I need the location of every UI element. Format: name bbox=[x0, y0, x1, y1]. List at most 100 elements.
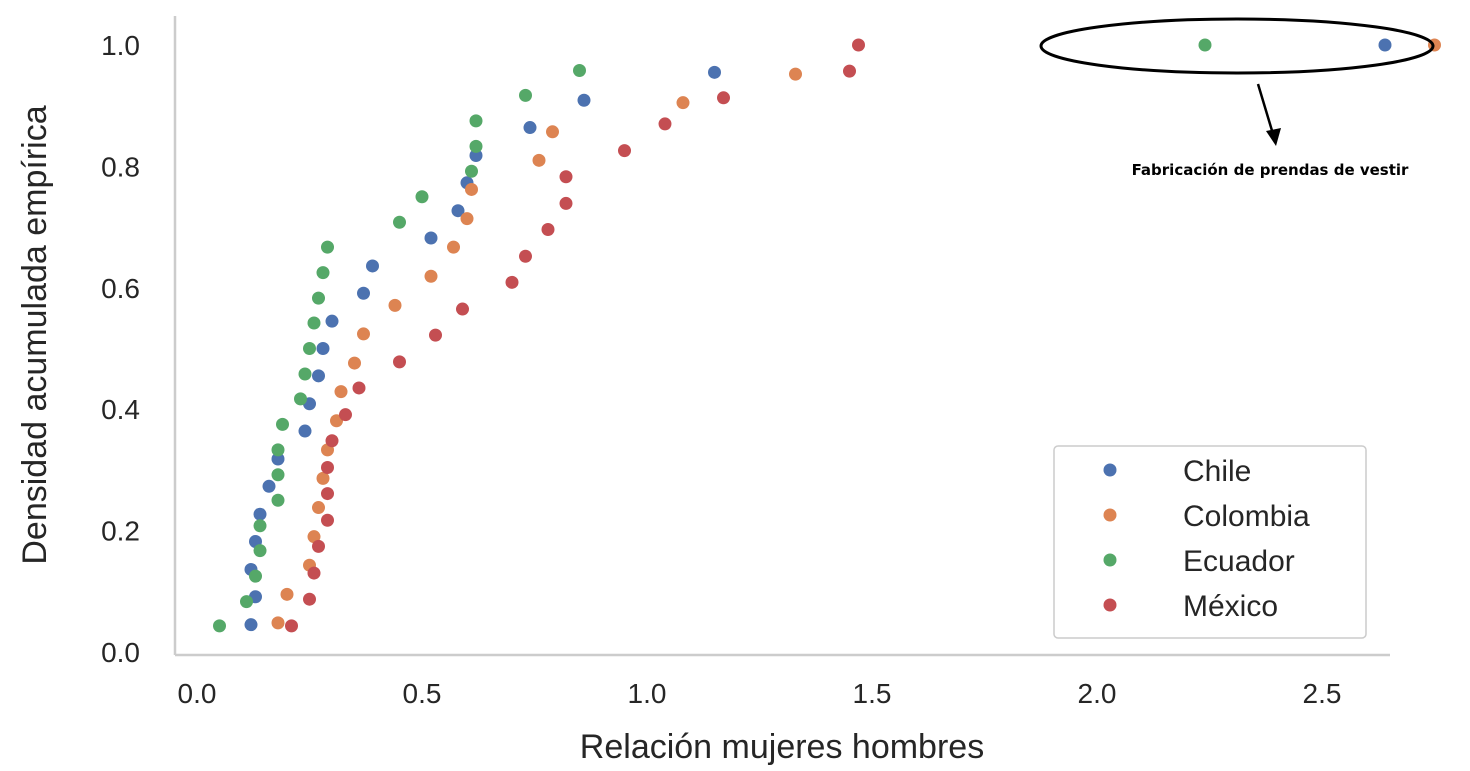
point-ecuador bbox=[253, 544, 267, 558]
legend-label-colombia: Colombia bbox=[1183, 500, 1310, 533]
point-mexico bbox=[505, 275, 519, 289]
point-ecuador bbox=[1198, 38, 1212, 52]
point-chile bbox=[325, 314, 339, 328]
point-ecuador bbox=[469, 114, 483, 128]
point-ecuador bbox=[249, 569, 262, 583]
y-tick-label: 0.2 bbox=[101, 516, 140, 547]
point-colombia bbox=[280, 587, 294, 601]
legend-label-ecuador: Ecuador bbox=[1183, 545, 1295, 578]
point-mexico bbox=[339, 408, 352, 422]
legend-marker-ecuador bbox=[1103, 553, 1117, 567]
y-tick-labels: 0.0 0.2 0.4 0.6 0.8 1.0 bbox=[101, 30, 140, 668]
point-colombia bbox=[676, 96, 690, 110]
x-tick-label: 2.5 bbox=[1303, 678, 1342, 709]
point-colombia bbox=[307, 530, 321, 544]
point-colombia bbox=[460, 212, 474, 226]
point-chile bbox=[523, 121, 537, 135]
point-mexico bbox=[519, 249, 532, 263]
legend-marker-mexico bbox=[1103, 598, 1117, 612]
point-colombia bbox=[316, 471, 330, 485]
point-ecuador bbox=[271, 468, 285, 482]
point-chile bbox=[424, 231, 438, 245]
point-mexico bbox=[325, 434, 339, 448]
point-ecuador bbox=[312, 291, 325, 305]
point-ecuador bbox=[465, 164, 478, 178]
axes bbox=[173, 16, 1390, 657]
point-chile bbox=[1378, 38, 1392, 52]
x-tick-labels: 0.0 0.5 1.0 1.5 2.0 2.5 bbox=[178, 678, 1342, 709]
point-mexico bbox=[843, 64, 856, 78]
point-colombia bbox=[546, 125, 559, 139]
point-mexico bbox=[321, 460, 334, 474]
legend-label-chile: Chile bbox=[1183, 455, 1251, 488]
point-colombia bbox=[271, 616, 285, 630]
legend: Chile Colombia Ecuador México bbox=[1053, 445, 1367, 639]
legend-items: Chile Colombia Ecuador México bbox=[1103, 455, 1310, 623]
point-mexico bbox=[559, 196, 573, 210]
x-tick-label: 1.5 bbox=[853, 678, 892, 709]
legend-label-mexico: México bbox=[1183, 590, 1278, 623]
x-tick-label: 1.0 bbox=[628, 678, 667, 709]
point-colombia bbox=[334, 385, 348, 399]
point-mexico bbox=[541, 223, 555, 237]
legend-box bbox=[1053, 445, 1367, 639]
x-axis-label: Relación mujeres hombres bbox=[580, 728, 984, 766]
y-tick-label: 0.4 bbox=[101, 394, 140, 425]
point-colombia bbox=[348, 356, 361, 370]
x-tick-label: 0.0 bbox=[178, 678, 217, 709]
y-tick-label: 0.8 bbox=[101, 151, 140, 182]
point-ecuador bbox=[321, 240, 334, 254]
point-ecuador bbox=[240, 595, 253, 609]
point-mexico bbox=[393, 355, 406, 369]
legend-marker-chile bbox=[1103, 463, 1117, 477]
point-chile bbox=[357, 286, 370, 300]
point-chile bbox=[271, 452, 285, 466]
point-chile bbox=[298, 424, 312, 438]
point-chile bbox=[316, 342, 330, 355]
annotation-text: Fabricación de prendas de vestir bbox=[1132, 161, 1409, 179]
point-mexico bbox=[303, 592, 316, 606]
point-mexico bbox=[312, 539, 325, 553]
point-colombia bbox=[447, 240, 460, 254]
point-colombia bbox=[789, 67, 802, 81]
point-chile bbox=[469, 148, 483, 162]
annotation-ellipse bbox=[1039, 17, 1435, 75]
data-points bbox=[213, 38, 1441, 633]
x-tick-label: 2.0 bbox=[1078, 678, 1117, 709]
point-mexico bbox=[456, 302, 469, 316]
point-ecuador bbox=[469, 139, 483, 153]
annotation-arrow-shaft bbox=[1256, 83, 1275, 135]
point-ecuador bbox=[519, 88, 532, 102]
point-mexico bbox=[352, 381, 366, 395]
point-ecuador bbox=[294, 392, 307, 406]
point-colombia bbox=[532, 153, 546, 167]
point-chile bbox=[708, 65, 721, 79]
point-mexico bbox=[618, 144, 631, 158]
point-colombia bbox=[312, 501, 325, 515]
point-ecuador bbox=[307, 316, 321, 330]
point-chile bbox=[451, 204, 465, 218]
point-chile bbox=[577, 93, 591, 107]
point-mexico bbox=[321, 487, 334, 501]
point-ecuador bbox=[393, 215, 406, 229]
point-colombia bbox=[465, 182, 478, 196]
point-mexico bbox=[285, 619, 298, 633]
point-ecuador bbox=[213, 619, 226, 633]
point-ecuador bbox=[276, 417, 289, 431]
point-ecuador bbox=[316, 266, 330, 280]
point-mexico bbox=[321, 513, 334, 527]
y-tick-label: 1.0 bbox=[101, 30, 140, 61]
point-colombia bbox=[424, 269, 438, 283]
point-chile bbox=[253, 507, 267, 521]
legend-marker-colombia bbox=[1103, 508, 1117, 522]
point-mexico bbox=[658, 117, 672, 131]
y-tick-label: 0.6 bbox=[101, 273, 140, 304]
point-colombia bbox=[388, 298, 402, 312]
point-mexico bbox=[852, 38, 865, 52]
point-ecuador bbox=[271, 493, 285, 507]
x-tick-label: 0.5 bbox=[403, 678, 442, 709]
point-chile bbox=[244, 618, 258, 632]
point-ecuador bbox=[271, 443, 285, 457]
point-ecuador bbox=[303, 342, 316, 355]
point-mexico bbox=[429, 328, 442, 342]
